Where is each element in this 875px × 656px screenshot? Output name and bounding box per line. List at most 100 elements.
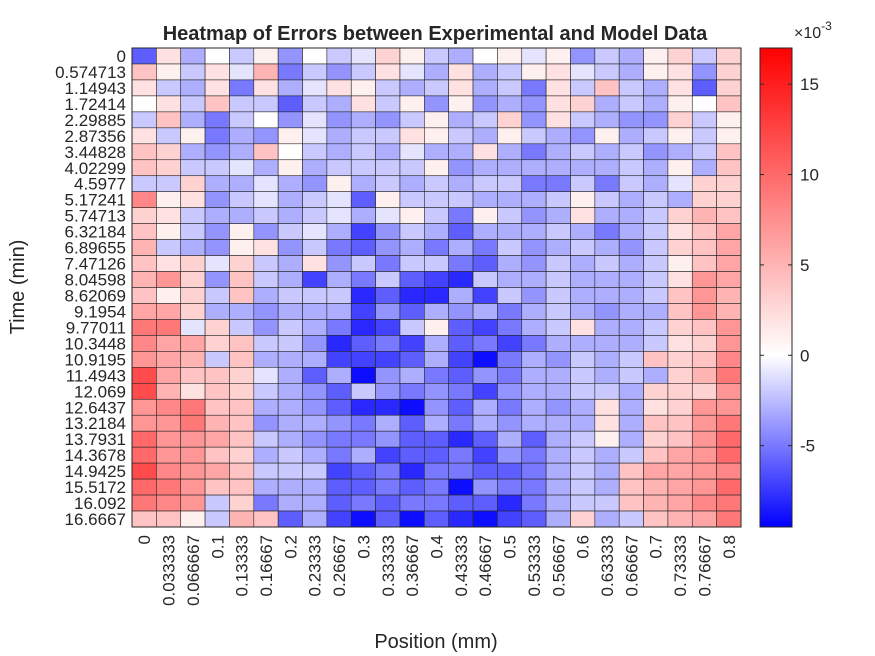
x-tick-labels: 0 0.033333 0.066667 0.1 0.13333 0.16667 0.2 0.2… (135, 535, 739, 606)
heatmap-cell (326, 223, 352, 240)
heatmap-cell (350, 127, 376, 145)
heatmap-cell (350, 63, 376, 81)
heatmap-cell (180, 430, 206, 448)
heatmap-cell (424, 47, 449, 65)
y-tick-label: 7.47126 (65, 255, 126, 274)
heatmap-cell (618, 143, 644, 161)
heatmap-cell (448, 47, 474, 65)
x-tick-label: 0.1 (208, 535, 227, 559)
heatmap-cell (545, 223, 571, 240)
heatmap-cell (570, 79, 596, 97)
heatmap-cell (545, 63, 571, 81)
heatmap-cell (399, 63, 425, 81)
heatmap-cell (277, 430, 303, 448)
heatmap-cell (472, 159, 498, 177)
heatmap-cell (545, 319, 571, 336)
colorbar-exponent-power: -3 (821, 19, 832, 33)
heatmap-cell (277, 398, 303, 416)
heatmap-cell (277, 207, 303, 224)
heatmap-cell (375, 255, 401, 272)
heatmap-cell (253, 223, 279, 240)
heatmap-cell (472, 143, 498, 161)
heatmap-cell (229, 111, 255, 129)
heatmap-cell (156, 494, 182, 512)
heatmap-cell (424, 143, 449, 161)
heatmap-cell (302, 159, 328, 177)
heatmap-cell (594, 446, 620, 464)
heatmap-cell (229, 95, 255, 113)
heatmap-cell (545, 191, 571, 208)
heatmap-cell (497, 127, 523, 145)
heatmap-cell (716, 510, 742, 528)
heatmap-cell (691, 319, 717, 336)
heatmap-cell (350, 239, 376, 256)
heatmap-cell (448, 255, 474, 272)
heatmap-cell (424, 430, 449, 448)
heatmap-cell (667, 287, 693, 304)
heatmap-cell (691, 47, 717, 65)
heatmap-cell (229, 510, 255, 528)
y-tick-label: 3.44828 (65, 143, 126, 162)
heatmap-cell (497, 414, 523, 432)
heatmap-cell (667, 143, 693, 161)
heatmap-cell (618, 271, 644, 288)
heatmap-cell (570, 255, 596, 272)
heatmap-cell (448, 63, 474, 81)
y-tick-label: 13.2184 (65, 414, 126, 433)
heatmap-cell (253, 510, 279, 528)
heatmap-cell (350, 207, 376, 224)
y-tick-label: 11.4943 (66, 366, 126, 385)
heatmap-cell (326, 335, 352, 352)
heatmap-cell (594, 351, 620, 368)
heatmap-cell (326, 207, 352, 224)
heatmap-cell (448, 414, 474, 432)
heatmap-cell (497, 510, 523, 528)
heatmap-cell (594, 175, 620, 192)
heatmap-cell (424, 510, 449, 528)
heatmap-cell (350, 510, 376, 528)
heatmap-cell (180, 414, 206, 432)
heatmap-cell (497, 446, 523, 464)
heatmap-cell (667, 414, 693, 432)
heatmap-cell (180, 191, 206, 208)
heatmap-cell (570, 335, 596, 352)
heatmap-cell (180, 382, 206, 400)
heatmap-cell (594, 47, 620, 65)
heatmap-cell (156, 319, 182, 336)
heatmap-cell (667, 175, 693, 192)
heatmap-cell (277, 223, 303, 240)
heatmap-cell (277, 175, 303, 192)
heatmap-cell (545, 494, 571, 512)
heatmap-cell (472, 191, 498, 208)
heatmap-cell (667, 462, 693, 480)
heatmap-cell (277, 159, 303, 177)
heatmap-cell (618, 255, 644, 272)
heatmap-cell (497, 271, 523, 288)
heatmap-cell (180, 335, 206, 352)
heatmap-cell (350, 462, 376, 480)
heatmap-cell (497, 47, 523, 65)
colorbar-exponent: ×10-3 (794, 19, 832, 42)
heatmap-cell (229, 335, 255, 352)
heatmap-cell (180, 47, 206, 65)
heatmap-cell (618, 287, 644, 304)
heatmap-cell (545, 478, 571, 496)
heatmap-cell (350, 271, 376, 288)
y-tick-label: 2.29885 (65, 111, 126, 130)
heatmap-cell (424, 175, 449, 192)
heatmap-cell (350, 446, 376, 464)
heatmap-cell (180, 287, 206, 304)
heatmap-cell (472, 398, 498, 416)
heatmap-cell (180, 271, 206, 288)
y-tick-label: 16.6667 (65, 510, 126, 529)
y-tick-label: 14.9425 (65, 462, 126, 481)
heatmap-cell (472, 430, 498, 448)
heatmap-cell (399, 175, 425, 192)
heatmap-cell (229, 191, 255, 208)
heatmap-cell (326, 367, 352, 384)
heatmap-cell (545, 303, 571, 320)
x-tick-label: 0.13333 (233, 535, 252, 596)
heatmap-cell (667, 430, 693, 448)
heatmap-cell (375, 351, 401, 368)
